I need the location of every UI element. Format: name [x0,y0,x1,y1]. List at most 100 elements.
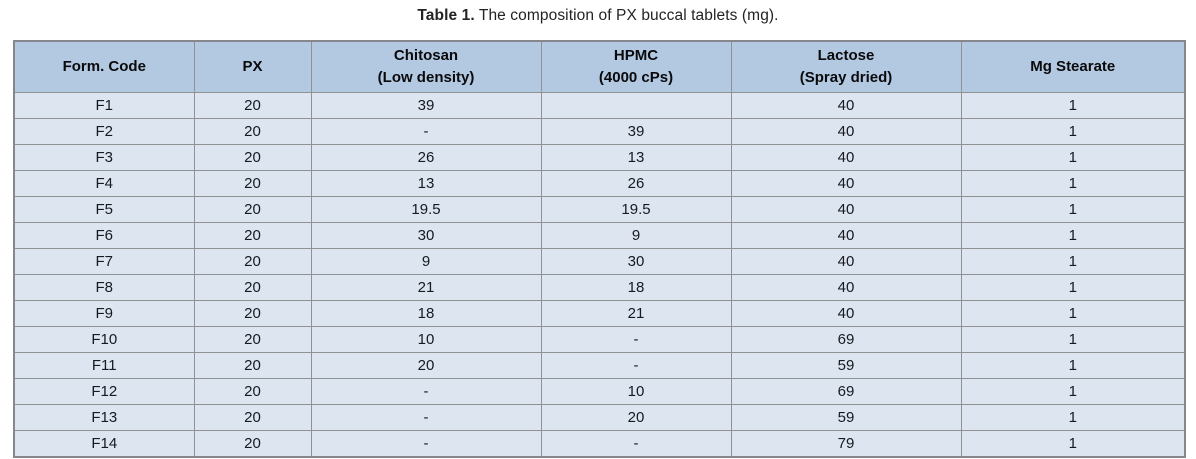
cell-f10-form-code: F10 [13,326,195,353]
cell-f14-chitosan: - [310,430,542,458]
cell-f2-px: 20 [193,118,312,145]
cell-f7-chitosan: 9 [310,248,542,275]
cell-f13-hpmc: 20 [540,404,732,431]
cell-f5-mg-stearate: 1 [960,196,1186,223]
cell-f7-hpmc: 30 [540,248,732,275]
cell-f1-lactose: 40 [730,92,962,119]
table-row-f6: F6 20 30 9 40 1 [13,222,1186,249]
table-caption-label: Table 1. [417,7,475,24]
cell-f10-chitosan: 10 [310,326,542,353]
table-row-f14: F14 20- -79 1 [13,430,1186,458]
cell-f6-form-code: F6 [13,222,195,249]
cell-f1-mg-stearate: 1 [960,92,1186,119]
cell-f5-form-code: F5 [13,196,195,223]
cell-f4-chitosan: 13 [310,170,542,197]
cell-f9-form-code: F9 [13,300,195,327]
cell-f10-mg-stearate: 1 [960,326,1186,353]
column-header-hpmc: HPMC (4000 cPs) [540,40,732,93]
cell-f11-hpmc: - [540,352,732,379]
cell-f1-px: 20 [193,92,312,119]
cell-f6-chitosan: 30 [310,222,542,249]
cell-f7-lactose: 40 [730,248,962,275]
cell-f14-px: 20 [193,430,312,458]
table-row-f10: F10 20 10-69 1 [13,326,1186,353]
cell-f9-hpmc: 21 [540,300,732,327]
cell-f5-lactose: 40 [730,196,962,223]
table-row-f12: F12 20-10 69 1 [13,378,1186,405]
cell-f8-hpmc: 18 [540,274,732,301]
cell-f7-px: 20 [193,248,312,275]
table-row-f5: F5 20 19.5 19.5 40 1 [13,196,1186,223]
cell-f6-mg-stearate: 1 [960,222,1186,249]
cell-f4-mg-stearate: 1 [960,170,1186,197]
cell-f11-lactose: 59 [730,352,962,379]
cell-f10-hpmc: - [540,326,732,353]
cell-f14-lactose: 79 [730,430,962,458]
cell-f3-chitosan: 26 [310,144,542,171]
cell-f8-lactose: 40 [730,274,962,301]
cell-f2-chitosan: - [310,118,542,145]
cell-f2-lactose: 40 [730,118,962,145]
cell-f6-px: 20 [193,222,312,249]
table-caption-text: The composition of PX buccal tablets (mg… [474,7,779,24]
cell-f3-lactose: 40 [730,144,962,171]
table-row-f2: F2 20-39 40 1 [13,118,1186,145]
column-header-form-code: Form. Code [13,40,195,93]
table-row-f8: F8 20 21 18 40 1 [13,274,1186,301]
table-row-f4: F4 20 13 26 40 1 [13,170,1186,197]
cell-f4-hpmc: 26 [540,170,732,197]
column-header-mg-stearate-line1: Mg Stearate [1030,58,1116,76]
column-header-lactose-line1: Lactose [817,47,875,65]
cell-f2-hpmc: 39 [540,118,732,145]
cell-f1-hpmc [540,92,732,119]
cell-f9-mg-stearate: 1 [960,300,1186,327]
cell-f12-px: 20 [193,378,312,405]
cell-f8-px: 20 [193,274,312,301]
cell-f4-form-code: F4 [13,170,195,197]
cell-f1-form-code: F1 [13,92,195,119]
table-header-row: Form. Code PX Chitosan (Low density) HPMC (40… [13,40,1186,93]
table-row-f11: F11 20 20-59 1 [13,352,1186,379]
cell-f12-hpmc: 10 [540,378,732,405]
table-row-f1: F1 20 39 40 1 [13,92,1186,119]
cell-f13-chitosan: - [310,404,542,431]
cell-f3-form-code: F3 [13,144,195,171]
cell-f12-chitosan: - [310,378,542,405]
cell-f11-form-code: F11 [13,352,195,379]
cell-f13-px: 20 [193,404,312,431]
cell-f14-hpmc: - [540,430,732,458]
column-header-mg-stearate: Mg Stearate [960,40,1186,93]
cell-f1-chitosan: 39 [310,92,542,119]
cell-f5-hpmc: 19.5 [540,196,732,223]
column-header-lactose: Lactose (Spray dried) [730,40,962,93]
column-header-hpmc-line1: HPMC [613,47,659,65]
column-header-chitosan: Chitosan (Low density) [310,40,542,93]
cell-f3-mg-stearate: 1 [960,144,1186,171]
cell-f4-lactose: 40 [730,170,962,197]
table-caption: Table 1. The composition of PX buccal ta… [0,0,1196,25]
cell-f9-px: 20 [193,300,312,327]
column-header-form-code-line1: Form. Code [62,58,146,76]
cell-f13-mg-stearate: 1 [960,404,1186,431]
cell-f10-px: 20 [193,326,312,353]
cell-f11-px: 20 [193,352,312,379]
table-row-f13: F13 20-20 59 1 [13,404,1186,431]
table-row-f7: F7 20 9 30 40 1 [13,248,1186,275]
cell-f7-mg-stearate: 1 [960,248,1186,275]
table-row-f3: F3 20 26 13 40 1 [13,144,1186,171]
cell-f13-lactose: 59 [730,404,962,431]
cell-f12-mg-stearate: 1 [960,378,1186,405]
cell-f3-px: 20 [193,144,312,171]
cell-f2-form-code: F2 [13,118,195,145]
cell-f7-form-code: F7 [13,248,195,275]
cell-f8-form-code: F8 [13,274,195,301]
cell-f6-lactose: 40 [730,222,962,249]
cell-f4-px: 20 [193,170,312,197]
cell-f5-chitosan: 19.5 [310,196,542,223]
table-row-f9: F9 20 18 21 40 1 [13,300,1186,327]
cell-f13-form-code: F13 [13,404,195,431]
column-header-hpmc-line2: (4000 cPs) [598,69,674,86]
cell-f11-mg-stearate: 1 [960,352,1186,379]
column-header-chitosan-line2: (Low density) [377,69,475,86]
